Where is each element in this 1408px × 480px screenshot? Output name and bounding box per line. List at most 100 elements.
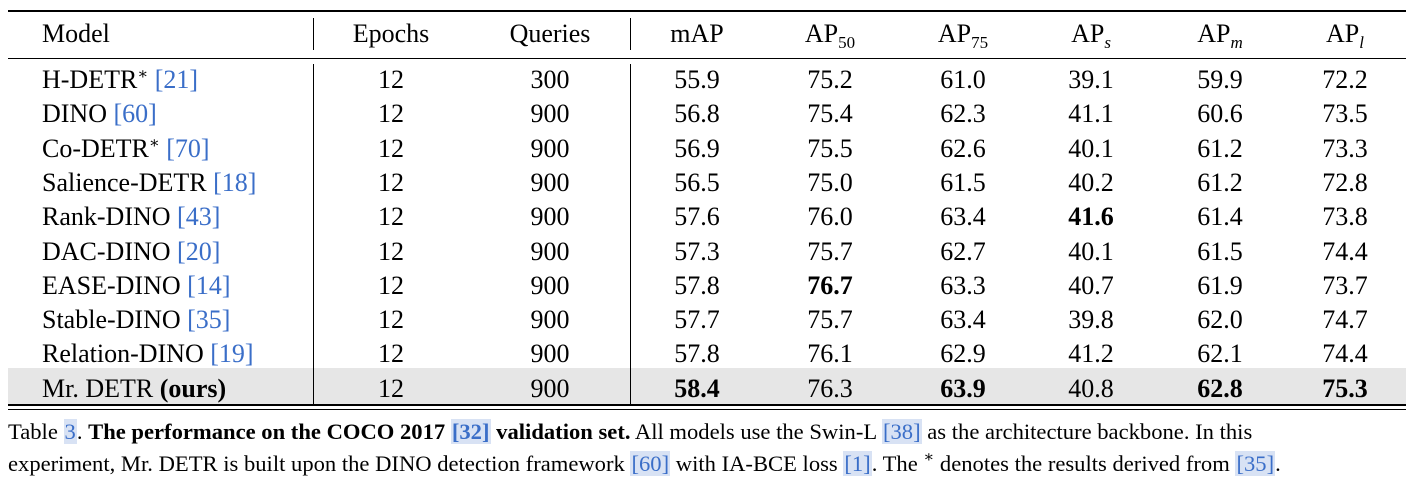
header-ap50: AP50 [804,19,856,52]
caption-title-b: validation set. [496,419,631,444]
aps-cell: 40.2 [1068,167,1114,197]
model-citation-link[interactable]: [19] [210,339,254,369]
aps-cell: 41.6 [1068,202,1114,232]
ap50-cell: 76.1 [807,339,853,369]
model-name: DINO [42,99,107,129]
body-separator-2 [630,64,632,404]
map-cell: 57.6 [674,202,720,232]
map-cell: 58.4 [674,373,720,403]
apm-cell: 61.5 [1197,236,1243,266]
ap75-cell: 61.0 [940,65,986,94]
model-citation-link[interactable]: [60] [113,99,157,129]
model-citation-link[interactable]: [21] [154,65,199,94]
model-citation-link[interactable]: [20] [177,236,221,266]
apm-cell: 61.2 [1197,133,1243,163]
epochs-cell: 12 [378,167,404,197]
map-cell: 57.3 [674,236,720,266]
epochs-cell: 12 [378,270,404,300]
apm-cell: 61.9 [1197,270,1243,300]
header-map: mAP [670,19,724,48]
epochs-cell: 12 [378,236,404,266]
queries-cell: 900 [530,133,570,163]
model-star: ∗ [148,134,160,152]
queries-cell: 900 [530,305,570,335]
model-citation-link[interactable]: [35] [187,305,231,335]
header-epochs: Epochs [352,19,430,48]
model-name-cell: EASE-DINO [14] [42,270,230,302]
aps-cell: 41.2 [1068,339,1114,369]
epochs-cell: 12 [378,339,404,369]
map-cell: 57.8 [674,270,720,300]
ap50-cell: 76.0 [807,202,853,232]
caption-l1-b: as the architecture backbone. In this [927,419,1253,444]
caption-l2-e: . [1275,451,1281,476]
model-name-cell: DINO [60] [42,98,157,130]
model-name-cell: Mr. DETR (ours) [42,373,226,405]
map-cell: 57.8 [674,339,720,369]
model-star: ∗ [137,66,149,83]
model-name: Relation-DINO [42,339,204,369]
apl-cell: 73.3 [1322,133,1368,163]
model-name: Salience-DETR [42,167,207,197]
epochs-cell: 12 [378,373,404,403]
caption-l2-c: . The [871,451,918,476]
apl-cell: 75.3 [1322,373,1368,403]
ours-row-highlight [8,368,1406,404]
model-citation-link[interactable]: [14] [187,270,231,300]
ap75-cell: 63.4 [940,202,986,232]
caption-l2-d: denotes the results derived from [939,451,1230,476]
table-header-rule [8,58,1406,60]
body-separator-1 [313,64,315,404]
ap50-cell: 75.7 [807,236,853,266]
model-name-cell: DAC-DINO [20] [42,236,220,268]
queries-cell: 300 [530,65,570,94]
aps-cell: 40.1 [1068,133,1114,163]
aps-cell: 39.8 [1068,305,1114,335]
model-name-cell: Stable-DINO [35] [42,304,230,336]
ap75-cell: 62.9 [940,339,986,369]
queries-cell: 900 [530,202,570,232]
ap75-cell: 61.5 [940,167,986,197]
caption-l2-ref1[interactable]: [60] [630,451,671,476]
epochs-cell: 12 [378,65,404,94]
table-caption: Table 3. The performance on the COCO 201… [8,416,1408,480]
map-cell: 57.7 [674,305,720,335]
apl-cell: 73.5 [1322,99,1368,129]
caption-l2-a: experiment, Mr. DETR is built upon the D… [8,451,625,476]
caption-line-1: Table 3. The performance on the COCO 201… [8,419,1253,444]
model-citation-link[interactable]: [43] [177,202,221,232]
ap50-cell: 75.2 [807,65,853,94]
header-apm: APm [1197,19,1243,52]
apl-cell: 72.8 [1322,167,1368,197]
aps-cell: 39.1 [1068,65,1114,94]
caption-l2-ref3[interactable]: [35] [1235,451,1276,476]
caption-table-number[interactable]: 3 [63,419,77,444]
header-queries: Queries [509,19,591,48]
header-apl: APl [1326,19,1364,52]
caption-l1-a: All models use the Swin-L [634,419,877,444]
caption-title-ref[interactable]: [32] [450,419,491,444]
model-name-cell: H-DETR∗ [21] [42,64,198,96]
apm-cell: 62.1 [1197,339,1243,369]
aps-cell: 41.1 [1068,99,1114,129]
apl-cell: 74.4 [1322,339,1368,369]
ours-tag: (ours) [159,373,227,403]
ap50-cell: 75.4 [807,99,853,129]
ap75-cell: 62.7 [940,236,986,266]
model-name-cell: Co-DETR∗ [70] [42,133,210,165]
epochs-cell: 12 [378,99,404,129]
ap75-cell: 63.9 [940,373,986,403]
caption-l2-ref2[interactable]: [1] [843,451,872,476]
aps-cell: 40.7 [1068,270,1114,300]
aps-cell: 40.8 [1068,373,1114,403]
apm-cell: 62.8 [1197,373,1243,403]
model-citation-link[interactable]: [18] [213,167,257,197]
model-citation-link[interactable]: [70] [166,133,210,163]
apl-cell: 73.8 [1322,202,1368,232]
ap50-cell: 76.7 [807,270,853,300]
ap50-cell: 75.7 [807,305,853,335]
apl-cell: 72.2 [1322,65,1368,94]
header-separator-1 [313,18,315,50]
caption-l1-ref[interactable]: [38] [881,419,922,444]
header-model: Model [42,19,110,48]
